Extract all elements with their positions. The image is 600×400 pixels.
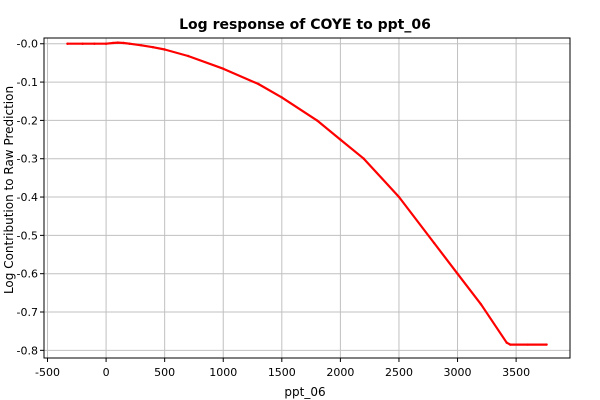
y-tick-label: -0.3 — [17, 153, 38, 166]
data-point — [186, 54, 190, 58]
series-line — [67, 41, 547, 346]
x-tick-label: 500 — [154, 366, 175, 379]
series-group — [66, 41, 548, 346]
data-point — [93, 42, 96, 45]
y-axis-label: Log Contribution to Raw Prediction — [2, 86, 16, 294]
data-point — [280, 96, 284, 99]
data-point — [526, 343, 530, 346]
data-point — [81, 42, 84, 45]
data-point — [222, 67, 225, 70]
y-tick-label: -0.2 — [17, 114, 38, 127]
data-point — [456, 272, 459, 275]
y-tick-label: -0.7 — [17, 306, 38, 319]
data-point — [116, 41, 120, 44]
data-point — [104, 42, 108, 45]
y-tick-label: -0.5 — [17, 229, 38, 242]
y-axis: -0.8 -0.7 -0.6 -0.5 -0.4 -0.3 -0.2 -0.1 -0.0 — [17, 38, 44, 357]
x-tick-label: 0 — [103, 366, 110, 379]
x-axis-label: ppt_06 — [284, 385, 325, 399]
data-point — [397, 195, 401, 199]
y-tick-label: -0.0 — [17, 38, 38, 51]
data-point — [505, 341, 508, 344]
x-tick-label: 2500 — [385, 366, 413, 379]
data-point — [362, 157, 366, 160]
data-point — [140, 44, 143, 47]
data-point — [432, 241, 436, 245]
y-tick-label: -0.1 — [17, 76, 38, 89]
grid — [44, 38, 570, 358]
data-point — [257, 82, 260, 86]
data-point — [509, 343, 512, 346]
x-tick-label: -500 — [35, 366, 60, 379]
data-point — [151, 45, 155, 49]
chart-title: Log response of COYE to ppt_06 — [179, 17, 431, 33]
data-point — [111, 41, 115, 45]
x-tick-label: 1000 — [209, 366, 237, 379]
x-tick-label: 3000 — [444, 366, 472, 379]
data-point — [128, 42, 131, 45]
y-tick-label: -0.4 — [17, 191, 38, 204]
x-tick-label: 2000 — [326, 366, 354, 379]
y-tick-label: -0.6 — [17, 268, 38, 281]
x-axis: -500 0 500 1000 1500 2000 2500 3000 3500 — [35, 358, 530, 379]
plot-frame — [43, 37, 571, 359]
x-tick-label: 1500 — [268, 366, 296, 379]
y-tick-label: -0.8 — [17, 344, 38, 357]
data-point — [163, 48, 166, 51]
data-point — [315, 119, 319, 122]
data-point — [66, 42, 69, 45]
data-point — [339, 138, 342, 141]
data-point — [122, 41, 125, 45]
x-tick-label: 3500 — [502, 366, 530, 379]
data-point — [545, 343, 548, 346]
data-point — [479, 303, 483, 306]
